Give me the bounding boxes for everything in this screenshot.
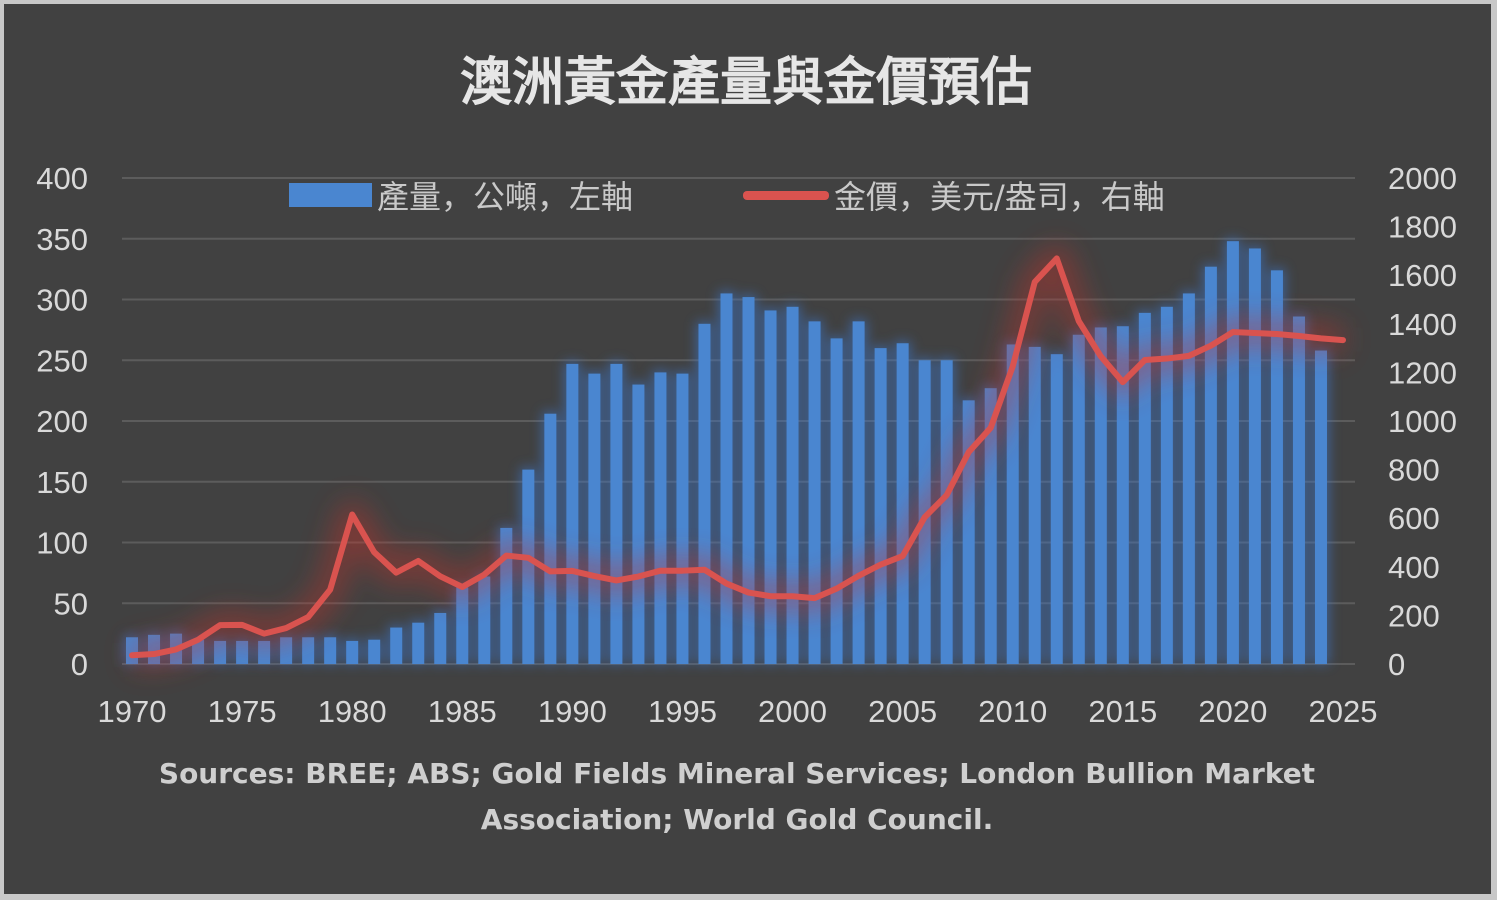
right-axis-tick-label: 600 xyxy=(1388,501,1440,536)
bar-1978 xyxy=(302,637,315,664)
bar-1992 xyxy=(610,363,623,664)
right-axis-tick-label: 1200 xyxy=(1388,355,1457,390)
legend: 產量，公噸，左軸 金價，美元/盎司，右軸 xyxy=(289,178,1165,216)
left-axis-tick-label: 250 xyxy=(36,343,88,378)
x-axis-tick-label: 1970 xyxy=(98,694,167,729)
gold-price-line xyxy=(129,255,1346,659)
bar-2020 xyxy=(1226,241,1239,664)
legend-line-swatch xyxy=(743,191,829,200)
bar-2013 xyxy=(1072,334,1085,664)
bar-2015 xyxy=(1116,326,1129,664)
bar-1977 xyxy=(280,637,293,664)
bar-1990 xyxy=(566,363,579,664)
bar-1976 xyxy=(258,640,271,664)
bar-2021 xyxy=(1248,248,1261,664)
bar-2023 xyxy=(1292,316,1305,664)
bar-1984 xyxy=(434,612,447,664)
legend-bar-label: 產量，公噸，左軸 xyxy=(377,178,633,216)
x-axis-tick-label: 2010 xyxy=(978,694,1047,729)
source-line-1: Sources: BREE; ABS; Gold Fields Mineral … xyxy=(159,757,1315,790)
bar-1980 xyxy=(346,640,359,664)
left-axis-tick-label: 200 xyxy=(36,404,88,439)
bar-1991 xyxy=(588,373,601,664)
right-axis-tick-label: 800 xyxy=(1388,453,1440,488)
line-series xyxy=(129,255,1346,659)
bar-1985 xyxy=(456,587,469,664)
left-axis-tick-label: 350 xyxy=(36,222,88,257)
bar-2018 xyxy=(1182,293,1195,664)
x-axis-tick-label: 1990 xyxy=(538,694,607,729)
bar-2001 xyxy=(808,321,821,664)
right-axis-tick-label: 200 xyxy=(1388,598,1440,633)
bar-2004 xyxy=(874,348,887,664)
left-axis-tick-label: 150 xyxy=(36,465,88,500)
bar-2010 xyxy=(1006,344,1019,664)
bar-1982 xyxy=(390,627,403,664)
bar-1989 xyxy=(544,413,557,664)
bar-2005 xyxy=(896,343,909,664)
x-axis-tick-label: 1980 xyxy=(318,694,387,729)
x-axis-tick-label: 2025 xyxy=(1309,694,1378,729)
bar-2009 xyxy=(984,388,997,664)
bar-2019 xyxy=(1204,266,1217,664)
bar-1996 xyxy=(698,323,711,664)
right-axis-tick-label: 0 xyxy=(1388,647,1405,682)
bar-1999 xyxy=(764,310,777,664)
right-axis-tick-label: 400 xyxy=(1388,550,1440,585)
bar-1995 xyxy=(676,373,689,664)
bar-1998 xyxy=(742,297,755,664)
bar-2000 xyxy=(786,306,799,664)
left-axis-tick-label: 0 xyxy=(71,647,88,682)
legend-bar-swatch xyxy=(289,183,372,207)
bar-2003 xyxy=(852,321,865,664)
bar-2024 xyxy=(1314,350,1327,664)
x-axis-tick-label: 1995 xyxy=(648,694,717,729)
right-axis-ticks: 0 200 400 600 800 1000 1200 1400 1600 1800 2000 xyxy=(1388,161,1457,682)
legend-line-label: 金價，美元/盎司，右軸 xyxy=(834,178,1165,216)
x-axis-tick-label: 2005 xyxy=(868,694,937,729)
bar-2002 xyxy=(830,338,843,664)
bar-1974 xyxy=(214,640,227,664)
bar-1981 xyxy=(368,639,381,664)
right-axis-tick-label: 1600 xyxy=(1388,258,1457,293)
bar-2011 xyxy=(1028,346,1041,664)
bar-1983 xyxy=(412,622,425,664)
right-axis-tick-label: 1000 xyxy=(1388,404,1457,439)
bar-2022 xyxy=(1270,270,1283,664)
bar-1979 xyxy=(324,637,337,664)
left-axis-tick-label: 400 xyxy=(36,161,88,196)
bar-2012 xyxy=(1050,354,1063,664)
bar-2014 xyxy=(1094,327,1107,664)
bar-1975 xyxy=(236,640,249,664)
left-axis-ticks: 0 50 100 150 200 250 300 350 400 xyxy=(36,161,88,682)
chart-title: 澳洲黃金產量與金價預估 xyxy=(460,53,1032,113)
bar-1994 xyxy=(654,372,667,664)
left-axis-tick-label: 100 xyxy=(36,526,88,561)
bar-1993 xyxy=(632,384,645,664)
right-axis-tick-label: 1400 xyxy=(1388,307,1457,342)
x-axis-tick-label: 1985 xyxy=(428,694,497,729)
bar-1997 xyxy=(720,293,733,664)
left-axis-tick-label: 300 xyxy=(36,283,88,318)
bar-2017 xyxy=(1160,306,1173,664)
bar-1986 xyxy=(478,576,491,664)
bar-2016 xyxy=(1138,312,1151,664)
source-line-2: Association; World Gold Council. xyxy=(481,803,993,836)
x-axis-tick-label: 2015 xyxy=(1088,694,1157,729)
x-axis-tick-label: 1975 xyxy=(208,694,277,729)
right-axis-tick-label: 1800 xyxy=(1388,210,1457,245)
x-axis-ticks: 1970 1975 1980 1985 1990 1995 2000 2005 2010 2015… xyxy=(98,694,1378,729)
x-axis-tick-label: 2000 xyxy=(758,694,827,729)
left-axis-tick-label: 50 xyxy=(54,586,88,621)
x-axis-tick-label: 2020 xyxy=(1198,694,1267,729)
right-axis-tick-label: 2000 xyxy=(1388,161,1457,196)
